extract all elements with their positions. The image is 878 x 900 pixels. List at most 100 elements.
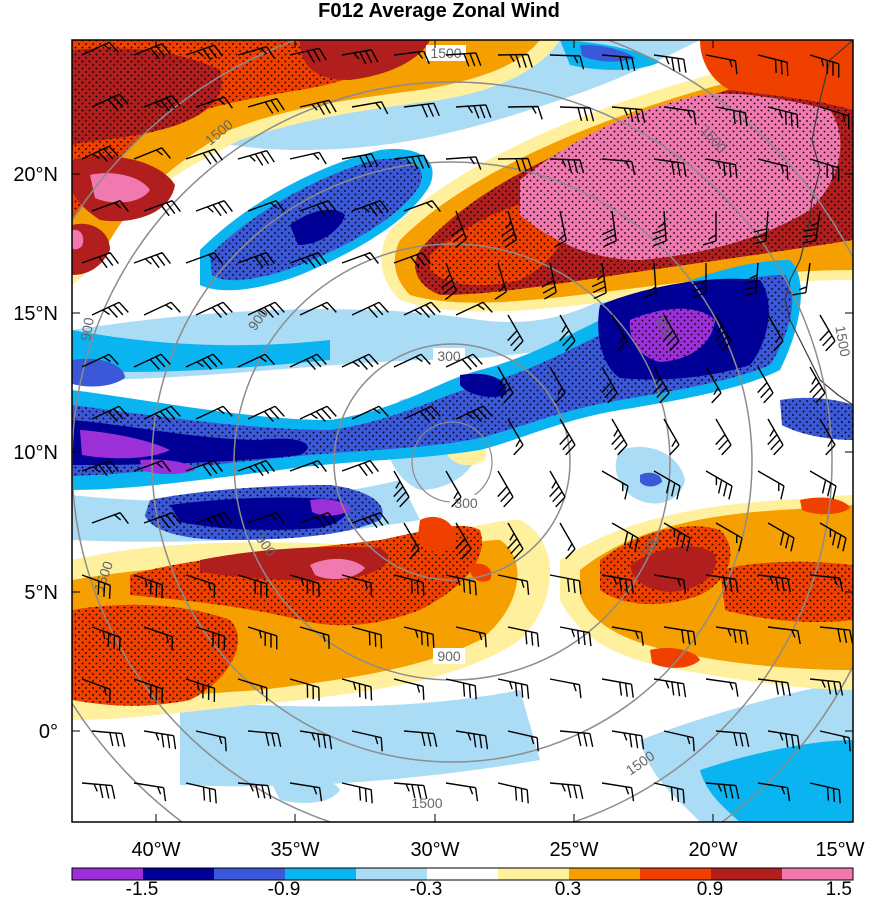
wind-barb (802, 210, 821, 244)
wind-barb (351, 301, 389, 318)
lat-label-0: 0° (39, 721, 58, 743)
wind-barb (91, 730, 126, 748)
wind-barb (185, 353, 223, 370)
lat-label-20n: 20°N (13, 164, 58, 186)
wind-barb (81, 41, 119, 56)
wind-barb (601, 678, 634, 698)
wind-barbs (81, 41, 853, 804)
colorbar-labels: -1.5 -0.9 -0.3 0.3 0.9 1.5 (126, 879, 852, 900)
wind-barb (133, 678, 164, 703)
wind-barb (663, 730, 695, 752)
wind-barb (133, 782, 167, 802)
wind-barb (715, 730, 750, 748)
wind-barb (507, 626, 540, 647)
wind-barb (663, 106, 697, 125)
wind-barb (393, 678, 425, 700)
wind-barb (611, 314, 628, 352)
wind-barb (393, 154, 430, 170)
wind-barb (185, 252, 223, 265)
wind-barb (445, 353, 483, 370)
wind-barb (715, 106, 748, 127)
colorbar-swatch (569, 868, 641, 880)
wind-barb (663, 314, 680, 352)
lat-label-15n: 15°N (13, 303, 58, 325)
wind-barb (237, 353, 275, 368)
wind-barb (341, 574, 373, 597)
ring-label-1500-north: 1500 (430, 45, 461, 61)
wind-barb (289, 353, 327, 370)
ring-label-1500-east: 1500 (832, 324, 853, 358)
wind-barb (299, 512, 337, 529)
wind-barb (819, 418, 836, 456)
wind-barb (497, 366, 514, 404)
wind-barb (289, 47, 327, 64)
wind-barb (195, 405, 233, 420)
wind-barb (742, 262, 759, 297)
ring-label-300-south: 300 (454, 495, 478, 511)
wind-barb (757, 574, 791, 593)
wind-barb (195, 96, 233, 109)
wind-barb (705, 782, 740, 800)
wind-barb (195, 730, 227, 752)
colorbar-swatch (427, 868, 499, 880)
lon-label-30w: 30°W (410, 839, 459, 861)
wind-barb (757, 158, 789, 180)
wind-barb (507, 730, 539, 752)
wind-barb (289, 460, 327, 473)
wind-barb (143, 95, 181, 112)
wind-barb (663, 522, 691, 552)
colorbar-swatch (498, 868, 570, 880)
wind-barb (663, 626, 697, 646)
wind-barb (767, 314, 784, 352)
wind-barb (81, 252, 119, 269)
longitude-axis: 40°W 35°W 30°W 25°W 20°W 15°W (131, 40, 865, 861)
wind-barb (403, 102, 440, 118)
wind-barb (601, 782, 635, 802)
wind-barb (497, 574, 530, 595)
wind-barb (653, 678, 687, 698)
range-ring-300 (333, 343, 571, 581)
wind-barb (91, 626, 121, 651)
wind-barb (715, 418, 732, 456)
wind-barb (351, 512, 389, 529)
wind-barb (185, 44, 223, 61)
wind-barb (497, 53, 533, 68)
wind-barb (299, 405, 337, 422)
wind-barb (445, 678, 477, 700)
wind-barb (143, 626, 174, 651)
wind-barb (752, 210, 769, 245)
latitude-axis: 20°N 15°N 10°N 5°N 0° (13, 164, 853, 743)
wind-barb (91, 405, 129, 422)
wind-barb (507, 418, 524, 456)
wind-barb (497, 157, 533, 172)
wind-barb (403, 730, 438, 748)
wind-barb (81, 353, 119, 368)
wind-barb (702, 211, 717, 246)
wind-barb (81, 782, 116, 800)
wind-barb (601, 158, 636, 176)
wind-barb (133, 353, 171, 370)
wind-barb (351, 405, 389, 420)
ring-label-300-north: 300 (437, 348, 461, 364)
wind-barb (195, 200, 233, 217)
wind-barb (497, 782, 529, 804)
wind-barb (559, 314, 576, 352)
wind-barb (341, 49, 379, 65)
wind-barb (549, 470, 566, 508)
colorbar-swatch (72, 868, 144, 880)
colorbar-swatch (356, 868, 428, 880)
wind-barb (549, 574, 582, 595)
wind-barb (81, 574, 111, 599)
wind-barb (494, 262, 507, 300)
wind-barb (601, 574, 634, 594)
wind-barb (705, 366, 722, 404)
wind-barb (237, 678, 268, 702)
wind-barb (133, 460, 171, 473)
wind-barb (767, 418, 784, 456)
wind-barb (809, 54, 840, 78)
wind-barb (440, 262, 457, 300)
wind-barb (403, 301, 441, 318)
wind-barb (559, 730, 594, 748)
wind-barb (341, 678, 373, 701)
wind-barb (819, 314, 836, 352)
